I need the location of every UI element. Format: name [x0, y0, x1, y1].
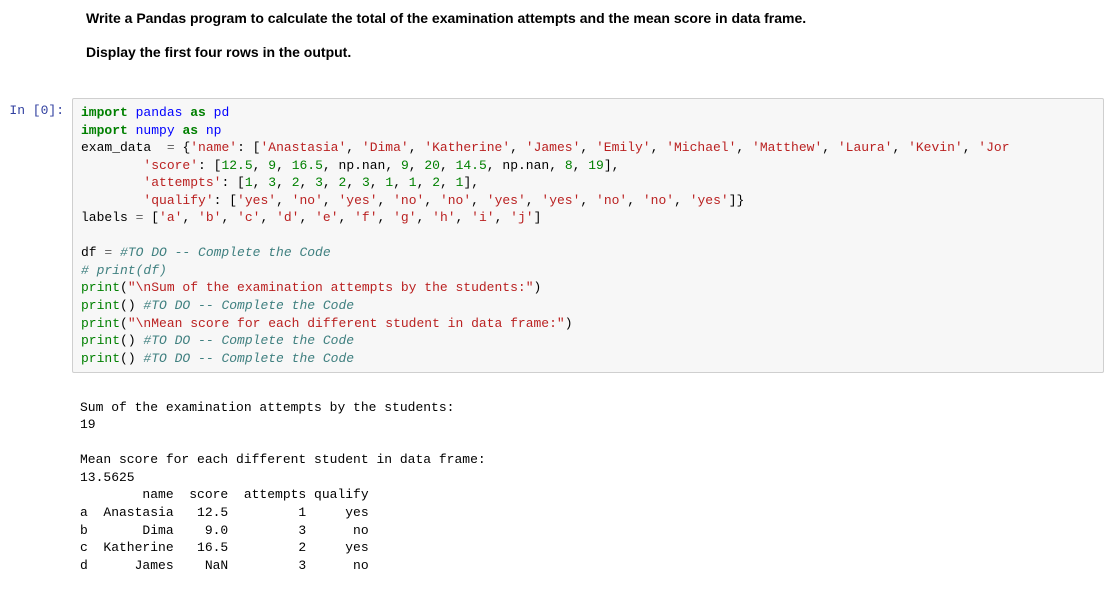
output-line: Sum of the examination attempts by the s…: [80, 400, 454, 415]
output-line: 13.5625: [80, 470, 135, 485]
output-area: Sum of the examination attempts by the s…: [72, 373, 1104, 582]
output-table-row: c Katherine 16.5 2 yes: [80, 540, 369, 555]
question-line-2: Display the first four rows in the outpu…: [86, 44, 1104, 60]
code-input-area[interactable]: import pandas as pd import numpy as np e…: [72, 98, 1104, 373]
output-table-row: d James NaN 3 no: [80, 558, 369, 573]
output-table-row: b Dima 9.0 3 no: [80, 523, 369, 538]
notebook-cell: In [0]: import pandas as pd import numpy…: [0, 98, 1104, 582]
cell-content: import pandas as pd import numpy as np e…: [72, 98, 1104, 582]
input-prompt: In [0]:: [0, 98, 72, 118]
output-line: Mean score for each different student in…: [80, 452, 486, 467]
output-table-row: a Anastasia 12.5 1 yes: [80, 505, 369, 520]
question-line-1: Write a Pandas program to calculate the …: [86, 10, 1104, 26]
output-line: 19: [80, 417, 96, 432]
question-section: Write a Pandas program to calculate the …: [0, 10, 1104, 98]
output-table-header: name score attempts qualify: [80, 487, 369, 502]
